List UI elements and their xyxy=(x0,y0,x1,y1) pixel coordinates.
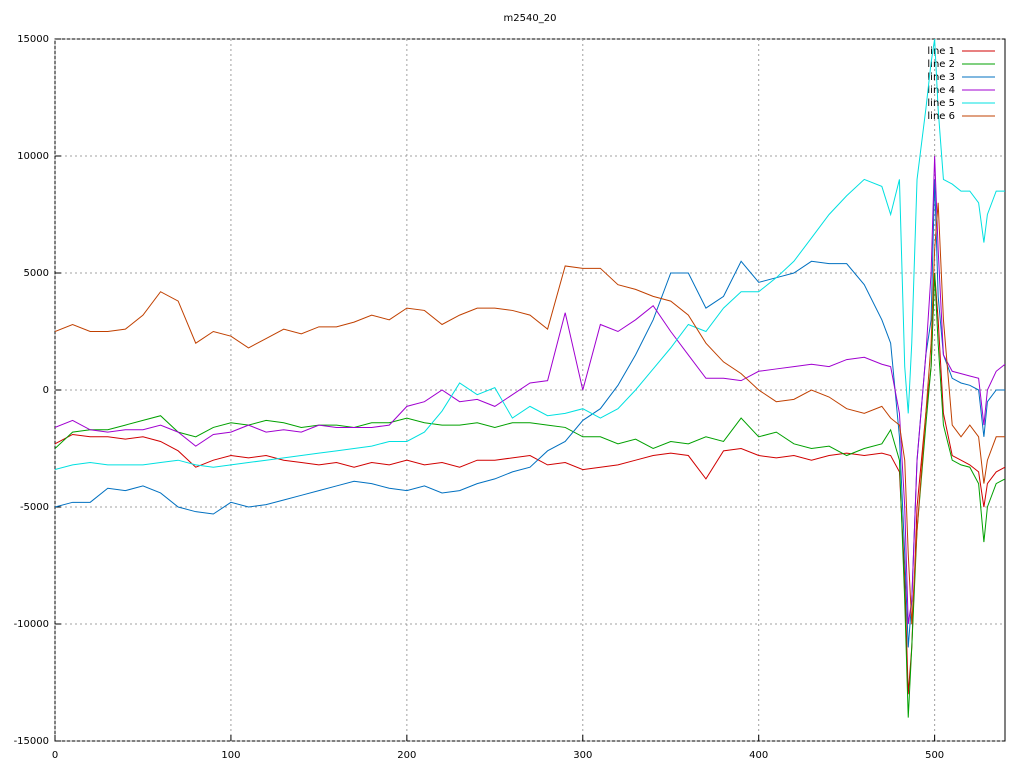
x-tick-label: 100 xyxy=(221,750,240,761)
series-line xyxy=(55,39,1005,471)
series-line xyxy=(55,179,1005,648)
legend-label: line 1 xyxy=(927,46,955,57)
y-tick-label: 10000 xyxy=(17,151,49,162)
x-tick-label: 500 xyxy=(925,750,944,761)
legend-label: line 3 xyxy=(927,72,955,83)
series-line xyxy=(55,202,1005,625)
x-tick-label: 0 xyxy=(52,750,58,761)
series-line xyxy=(55,272,1005,695)
legend-label: line 6 xyxy=(927,111,955,122)
series-line xyxy=(55,272,1005,718)
x-tick-label: 200 xyxy=(397,750,416,761)
legend-label: line 4 xyxy=(927,85,955,96)
y-tick-label: 0 xyxy=(43,385,49,396)
y-tick-label: -5000 xyxy=(20,502,49,513)
y-tick-label: -15000 xyxy=(14,736,49,747)
chart-title: m2540_20 xyxy=(504,13,557,24)
x-tick-label: 300 xyxy=(573,750,592,761)
y-tick-label: -10000 xyxy=(14,619,49,630)
legend-label: line 5 xyxy=(927,98,955,109)
x-tick-label: 400 xyxy=(749,750,768,761)
series-line xyxy=(55,155,1005,625)
legend-label: line 2 xyxy=(927,59,955,70)
y-tick-label: 15000 xyxy=(17,34,49,45)
y-tick-label: 5000 xyxy=(24,268,49,279)
